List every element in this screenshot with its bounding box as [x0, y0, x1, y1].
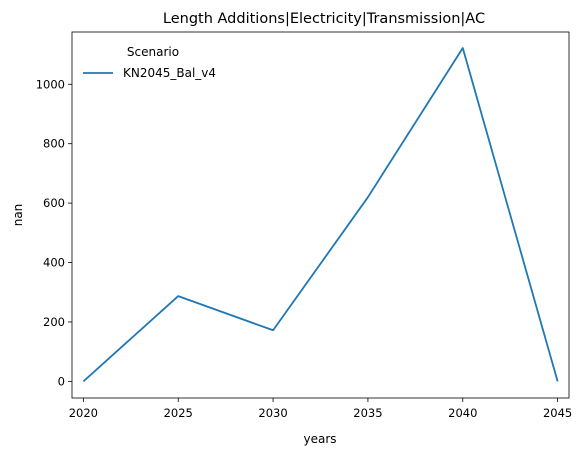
plot-frame [71, 31, 570, 399]
x-axis-ticks: 2020 2025 2030 2035 2040 2045 [69, 398, 572, 420]
x-tick-label: 2030 [258, 406, 287, 420]
x-tick-label: 2025 [164, 406, 193, 420]
chart-title: Length Additions|Electricity|Transmissio… [163, 11, 485, 27]
y-tick-label: 1000 [36, 77, 65, 91]
y-tick-label: 800 [43, 137, 65, 151]
y-axis-label: nan [11, 204, 25, 227]
series-line-0 [82, 47, 559, 383]
x-tick-label: 2035 [353, 406, 382, 420]
legend: Scenario KN2045_Bal_v4 [83, 45, 216, 80]
x-tick-label: 2040 [448, 406, 477, 420]
x-axis-label: years [303, 432, 336, 446]
y-tick-label: 200 [43, 315, 65, 329]
y-axis-ticks: 0 200 400 600 800 1000 [36, 77, 72, 388]
x-tick-label: 2045 [543, 406, 572, 420]
plot-area [82, 47, 559, 383]
y-tick-label: 600 [43, 196, 65, 210]
y-tick-label: 0 [58, 374, 65, 388]
legend-label-series-0: KN2045_Bal_v4 [123, 66, 216, 80]
x-tick-label: 2020 [69, 406, 98, 420]
y-tick-label: 400 [43, 256, 65, 270]
legend-title: Scenario [127, 45, 179, 59]
